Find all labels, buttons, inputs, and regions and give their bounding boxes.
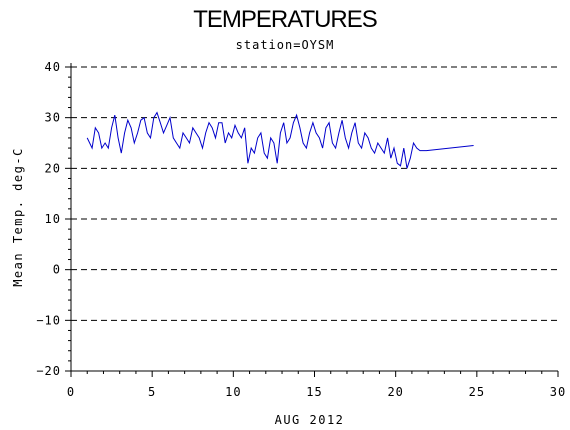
x-tick-label: 25	[469, 385, 485, 399]
x-tick-label: 5	[148, 385, 156, 399]
x-tick-label: 0	[67, 385, 75, 399]
grid-lines	[71, 66, 558, 372]
y-tick-label: 0	[53, 263, 61, 277]
y-tick-label: −10	[36, 313, 61, 327]
series-line	[86, 111, 474, 169]
y-tick-label: 40	[45, 60, 61, 74]
y-tick-label: 30	[45, 111, 61, 125]
y-axis-label: Mean Temp. deg-C	[11, 147, 25, 287]
y-tick-label: 10	[45, 212, 61, 226]
chart-title: TEMPERATURES	[193, 6, 378, 33]
x-tick-label: 10	[225, 385, 241, 399]
chart-subtitle: station=OYSM	[235, 38, 335, 52]
y-axis: −20 −10 0 10 20 30 40	[36, 60, 71, 378]
x-tick-label: 20	[387, 385, 403, 399]
x-tick-label: 30	[550, 385, 566, 399]
x-tick-label: 15	[306, 385, 322, 399]
axes	[70, 63, 558, 372]
y-tick-label: 20	[45, 161, 61, 175]
series-group	[86, 111, 474, 169]
y-tick-label: −20	[36, 364, 61, 378]
x-axis-label: AUG 2012	[275, 413, 345, 427]
x-axis: 0 5 10 15 20 25 30	[67, 371, 566, 399]
